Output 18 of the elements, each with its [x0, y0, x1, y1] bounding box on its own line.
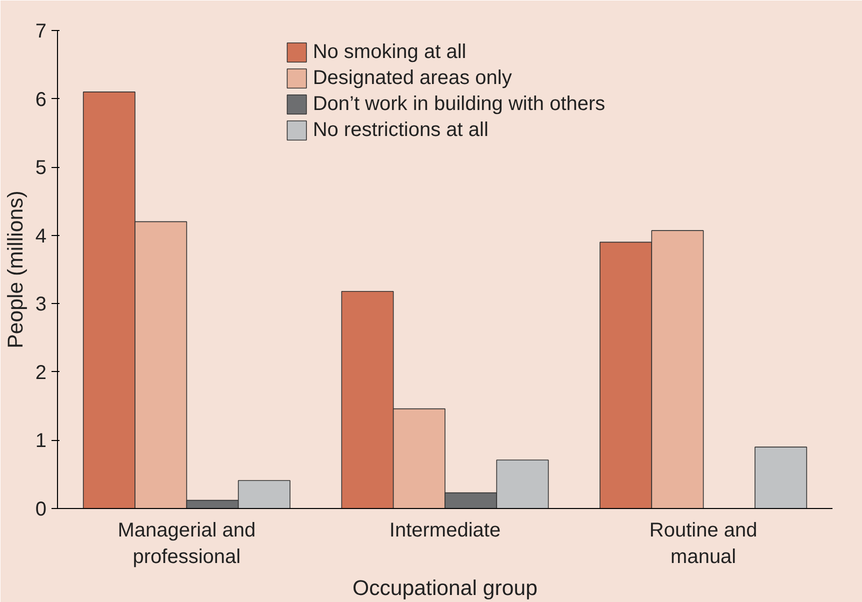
y-tick-label: 1 — [35, 430, 46, 452]
legend-label: No restrictions at all — [312, 118, 488, 142]
y-axis-title: People (millions) — [3, 190, 28, 348]
legend-label: Designated areas only — [312, 66, 512, 90]
x-tick-label: Managerial and professional — [118, 520, 256, 568]
y-tick-label: 6 — [35, 88, 46, 111]
x-axis-title: Occupational group — [352, 576, 538, 600]
legend-label: Don’t work in building with others — [312, 92, 606, 116]
y-tick-label: 3 — [35, 294, 46, 316]
x-tick-label: Routine and manual — [649, 520, 758, 568]
y-tick-label: 5 — [35, 157, 46, 180]
x-tick-label: Intermediate — [389, 520, 501, 542]
y-tick-label: 4 — [35, 225, 46, 248]
y-tick-label: 2 — [35, 362, 46, 384]
y-tick-label: 7 — [35, 20, 46, 42]
bar — [754, 446, 808, 508]
legend-label: No smoking at all — [312, 40, 466, 64]
y-tick-label: 0 — [35, 498, 46, 520]
